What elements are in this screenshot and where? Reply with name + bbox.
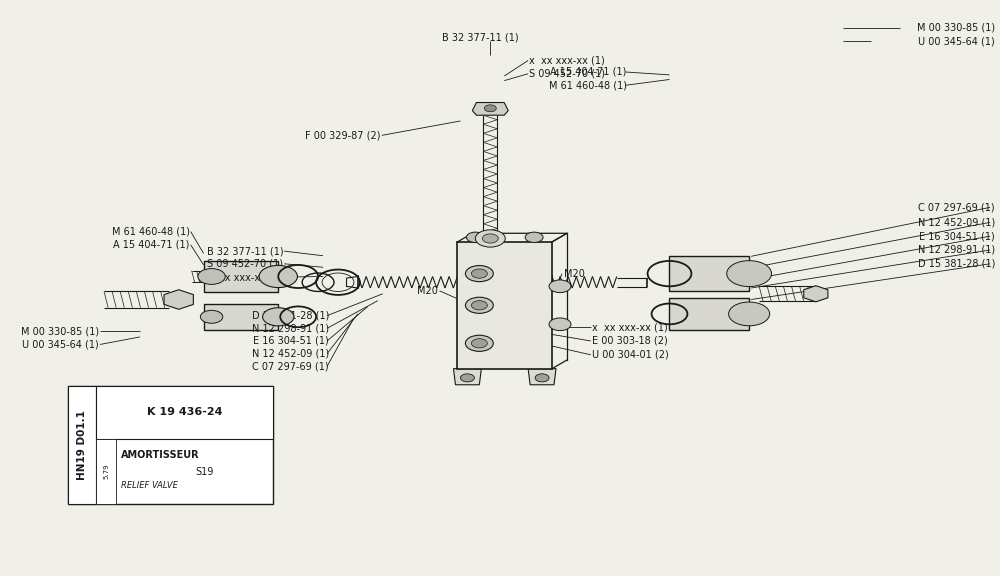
Text: S 09 452-70 (1): S 09 452-70 (1) <box>207 259 283 269</box>
Text: C 07 297-69 (1): C 07 297-69 (1) <box>918 202 995 213</box>
Polygon shape <box>204 260 278 293</box>
Circle shape <box>465 297 493 313</box>
Circle shape <box>471 301 487 310</box>
Circle shape <box>465 335 493 351</box>
Polygon shape <box>457 242 552 369</box>
Polygon shape <box>96 386 273 439</box>
Polygon shape <box>804 286 828 302</box>
Circle shape <box>535 374 549 382</box>
Text: S19: S19 <box>196 467 214 476</box>
Text: K 19 436-24: K 19 436-24 <box>147 407 222 418</box>
Text: N 12 298-91 (1): N 12 298-91 (1) <box>252 323 329 334</box>
Circle shape <box>460 374 474 382</box>
Text: U 00 304-01 (2): U 00 304-01 (2) <box>592 350 669 360</box>
Text: M20: M20 <box>417 286 438 296</box>
Circle shape <box>727 260 772 286</box>
Text: E 16 304-51 (1): E 16 304-51 (1) <box>253 336 329 346</box>
Text: E 16 304-51 (1): E 16 304-51 (1) <box>919 231 995 241</box>
Circle shape <box>729 302 770 326</box>
Circle shape <box>198 268 225 285</box>
Text: RELIEF VALVE: RELIEF VALVE <box>121 482 178 490</box>
Circle shape <box>465 266 493 282</box>
Text: A 15 404-71 (1): A 15 404-71 (1) <box>550 67 627 77</box>
Polygon shape <box>68 386 273 504</box>
Text: E 00 303-18 (2): E 00 303-18 (2) <box>592 336 668 346</box>
Text: M 00 330-85 (1): M 00 330-85 (1) <box>917 22 995 33</box>
Text: U 00 345-64 (1): U 00 345-64 (1) <box>22 339 99 350</box>
Text: M 00 330-85 (1): M 00 330-85 (1) <box>21 326 99 336</box>
Text: B 32 377-11 (1): B 32 377-11 (1) <box>207 246 283 256</box>
Circle shape <box>263 308 294 326</box>
Text: M 61 460-48 (1): M 61 460-48 (1) <box>549 80 627 90</box>
Text: B 32 377-11 (1): B 32 377-11 (1) <box>442 32 519 43</box>
Circle shape <box>200 310 223 323</box>
Text: A 15 404-71 (1): A 15 404-71 (1) <box>113 240 190 250</box>
Circle shape <box>549 280 571 293</box>
Circle shape <box>482 234 498 243</box>
Circle shape <box>471 339 487 348</box>
Polygon shape <box>453 369 481 385</box>
Text: U 00 345-64 (1): U 00 345-64 (1) <box>918 36 995 47</box>
Circle shape <box>525 232 543 242</box>
Polygon shape <box>96 439 116 504</box>
Circle shape <box>475 230 505 247</box>
Circle shape <box>466 232 484 242</box>
Circle shape <box>259 266 297 287</box>
Circle shape <box>484 105 496 112</box>
Text: x  xx xxx-xx (1): x xx xxx-xx (1) <box>207 272 283 282</box>
Text: x  xx xxx-xx (1): x xx xxx-xx (1) <box>529 55 605 66</box>
Text: C 07 297-69 (1): C 07 297-69 (1) <box>252 361 329 372</box>
Text: N 12 452-09 (1): N 12 452-09 (1) <box>918 217 995 228</box>
Text: N 12 298-91 (1): N 12 298-91 (1) <box>918 245 995 255</box>
Polygon shape <box>669 298 749 329</box>
Polygon shape <box>204 304 278 329</box>
Text: AMORTISSEUR: AMORTISSEUR <box>121 450 200 460</box>
Polygon shape <box>68 386 96 504</box>
Text: M20: M20 <box>564 268 585 279</box>
Circle shape <box>471 269 487 278</box>
Polygon shape <box>528 369 556 385</box>
Circle shape <box>549 318 571 331</box>
Text: x  xx xxx-xx (1): x xx xxx-xx (1) <box>592 322 668 332</box>
Polygon shape <box>472 103 508 115</box>
Text: M 61 460-48 (1): M 61 460-48 (1) <box>112 226 190 237</box>
Text: S 09 452-70 (1): S 09 452-70 (1) <box>529 69 605 79</box>
Text: HN19 D01.1: HN19 D01.1 <box>77 410 87 480</box>
Text: F 00 329-87 (2): F 00 329-87 (2) <box>305 130 381 141</box>
Text: 5.79: 5.79 <box>103 464 109 479</box>
Text: D 15 381-28 (1): D 15 381-28 (1) <box>918 259 995 269</box>
Polygon shape <box>164 290 193 309</box>
Text: N 12 452-09 (1): N 12 452-09 (1) <box>252 348 329 359</box>
Text: D 15 381-28 (1): D 15 381-28 (1) <box>252 310 329 321</box>
Polygon shape <box>669 256 749 291</box>
